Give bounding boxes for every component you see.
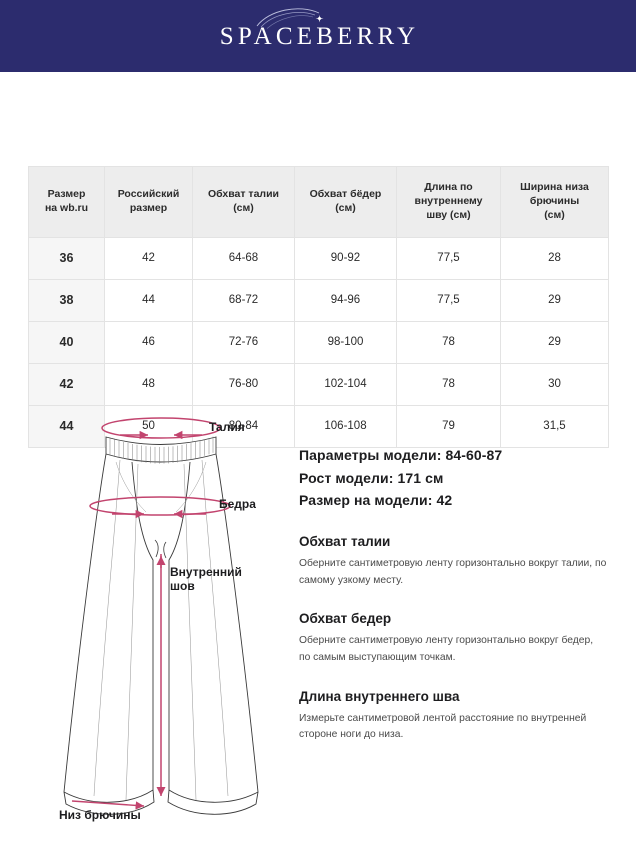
waist-measure-indicator bbox=[101, 417, 221, 440]
column-header: Размер на wb.ru bbox=[28, 166, 105, 238]
model-parameters: Параметры модели: 84-60-87 bbox=[299, 447, 503, 463]
cell-inseam: 77,5 bbox=[396, 279, 501, 322]
model-height: Рост модели: 171 см bbox=[299, 469, 444, 486]
instruction-waist: Обхват талии Оберните сантиметровую лент… bbox=[299, 534, 607, 589]
cell-hem-width: 30 bbox=[500, 363, 609, 406]
column-header: Обхват бёдер (см) bbox=[294, 166, 397, 238]
trouser-illustration bbox=[63, 417, 259, 815]
cell-size-ru: 42 bbox=[104, 237, 193, 280]
cell-waist: 72-76 bbox=[192, 321, 295, 364]
cell-hem-width: 28 bbox=[500, 237, 609, 280]
cell-waist: 68-72 bbox=[192, 279, 295, 322]
cell-size-ru: 44 bbox=[104, 279, 193, 322]
instruction-title: Длина внутреннего шва bbox=[299, 688, 460, 704]
brand-name: SPACEBERRY bbox=[219, 22, 420, 50]
model-size: Размер на модели: 42 bbox=[299, 492, 453, 509]
table-row: 38 44 68-72 94-96 77,5 29 bbox=[28, 279, 609, 322]
hips-measure-indicator bbox=[89, 496, 231, 519]
cell-hips: 98-100 bbox=[294, 321, 397, 364]
instruction-body: Оберните сантиметровую ленту горизонталь… bbox=[299, 635, 594, 664]
label-waist: Талия bbox=[209, 420, 245, 434]
site-header: SPACEBERRY bbox=[0, 0, 636, 72]
size-table-container: Размер на wb.ru Российский размер Обхват т… bbox=[28, 166, 609, 448]
cell-hips: 90-92 bbox=[294, 237, 397, 280]
table-header-row: Размер на wb.ru Российский размер Обхват т… bbox=[28, 166, 609, 238]
cell-waist: 64-68 bbox=[192, 237, 295, 280]
cell-size-wb: 38 bbox=[28, 279, 105, 322]
fabric-folds bbox=[93, 459, 229, 801]
column-header: Российский размер bbox=[104, 166, 193, 238]
cell-size-wb: 42 bbox=[28, 363, 105, 406]
cell-hem-width: 29 bbox=[500, 321, 609, 364]
table-row: 40 46 72-76 98-100 78 29 bbox=[28, 321, 609, 364]
instruction-title: Обхват бедер bbox=[299, 611, 392, 627]
cell-inseam: 79 bbox=[396, 405, 501, 448]
table-row: 36 42 64-68 90-92 77,5 28 bbox=[28, 237, 609, 280]
table-row: 42 48 76-80 102-104 78 30 bbox=[28, 363, 609, 406]
column-header: Длина по внутреннему шву (см) bbox=[396, 166, 501, 238]
instruction-body: Оберните сантиметровую ленту горизонталь… bbox=[299, 558, 607, 586]
hem-measure-indicator bbox=[71, 800, 145, 810]
cell-inseam: 78 bbox=[396, 321, 501, 364]
cell-inseam: 77,5 bbox=[396, 237, 501, 280]
measurement-info: Параметры модели: 84-60-87 Рост модели: … bbox=[299, 444, 607, 744]
cell-hem-width: 31,5 bbox=[500, 405, 609, 448]
instruction-inseam: Длина внутреннего шва Измерьте сантиметр… bbox=[299, 689, 607, 744]
cell-hips: 102-104 bbox=[294, 363, 397, 406]
cell-inseam: 78 bbox=[396, 363, 501, 406]
cell-size-wb: 40 bbox=[28, 321, 105, 364]
cell-hips: 94-96 bbox=[294, 279, 397, 322]
trouser-outline bbox=[63, 436, 259, 815]
label-hips: Бедра bbox=[219, 497, 256, 511]
cell-size-wb: 36 bbox=[28, 237, 105, 280]
column-header: Обхват талии (см) bbox=[192, 166, 295, 238]
cell-size-ru: 46 bbox=[104, 321, 193, 364]
instruction-hips: Обхват бедер Оберните сантиметровую лент… bbox=[299, 611, 607, 666]
instruction-body: Измерьте сантиметровой лентой расстояние… bbox=[299, 712, 587, 741]
label-inseam: Внутренний шов bbox=[170, 565, 242, 594]
size-table: Размер на wb.ru Российский размер Обхват т… bbox=[28, 166, 609, 448]
cell-hem-width: 29 bbox=[500, 279, 609, 322]
cell-size-wb: 44 bbox=[28, 405, 105, 448]
brand-logo[interactable]: SPACEBERRY bbox=[217, 7, 420, 50]
column-header: Ширина низа брючины (см) bbox=[500, 166, 609, 238]
trouser-diagram: Талия Бедра Внутренний шов Низ брючины bbox=[20, 392, 300, 840]
cell-hips: 106-108 bbox=[294, 405, 397, 448]
label-hem: Низ брючины bbox=[59, 808, 141, 822]
instruction-title: Обхват талии bbox=[299, 534, 391, 550]
